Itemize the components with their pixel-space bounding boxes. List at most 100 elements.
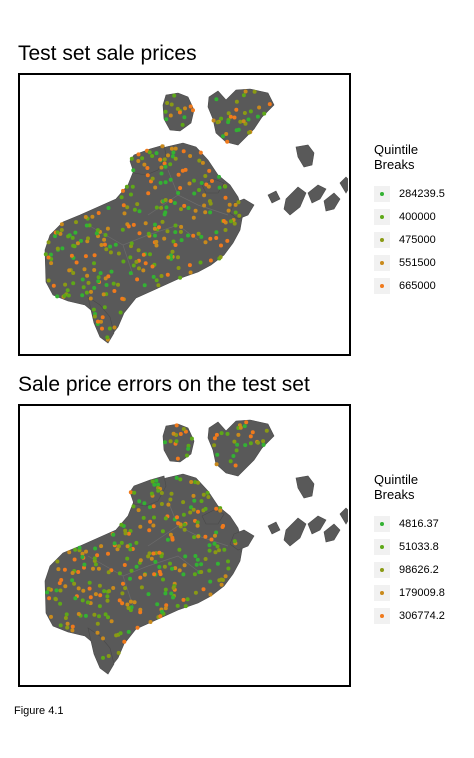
property-point (112, 325, 117, 330)
property-point (175, 515, 179, 520)
map-panel-sale-prices (18, 73, 351, 356)
property-point (136, 508, 141, 513)
property-point (73, 230, 78, 235)
property-point (205, 490, 210, 495)
property-point (80, 293, 85, 298)
property-point (202, 193, 207, 198)
property-point (138, 524, 143, 529)
property-point (152, 226, 157, 231)
property-point (142, 283, 147, 288)
legend-dot-icon (380, 283, 384, 288)
property-point (76, 570, 81, 574)
property-point (82, 562, 87, 567)
property-point (129, 605, 134, 610)
property-point (234, 107, 239, 112)
property-point (93, 562, 98, 567)
property-point (222, 547, 227, 552)
property-point (168, 439, 173, 444)
legend-key (374, 538, 390, 555)
property-point (116, 544, 121, 549)
property-point (241, 119, 246, 124)
property-point (226, 566, 231, 571)
property-point (189, 436, 194, 441)
property-point (124, 184, 129, 189)
property-point (191, 108, 195, 113)
property-point (95, 621, 100, 626)
property-point (232, 115, 237, 120)
property-point (120, 227, 125, 232)
property-point (232, 539, 237, 544)
property-point (163, 587, 168, 592)
property-point (176, 266, 181, 270)
property-point (212, 541, 217, 546)
property-point (119, 522, 124, 527)
property-point (162, 564, 167, 569)
property-point (119, 540, 124, 545)
property-point (96, 279, 101, 284)
property-point (225, 139, 230, 144)
property-point (194, 562, 199, 567)
property-point (192, 535, 197, 540)
property-point (168, 162, 173, 167)
island (339, 507, 348, 525)
property-point (182, 563, 187, 568)
property-point (165, 229, 170, 234)
property-point (136, 159, 141, 163)
legend-dot-icon (380, 544, 384, 549)
map-title: Sale price errors on the test set (18, 373, 310, 396)
property-point (195, 520, 200, 525)
property-point (166, 255, 171, 260)
property-point (219, 116, 224, 121)
property-point (234, 448, 239, 453)
property-point (180, 122, 185, 127)
property-point (112, 541, 117, 546)
property-point (191, 215, 196, 220)
property-point (226, 208, 231, 213)
property-point (96, 566, 101, 571)
property-point (109, 619, 114, 624)
property-point (62, 567, 67, 572)
property-point (73, 596, 78, 601)
property-point (119, 195, 124, 200)
property-point (128, 599, 133, 604)
legend-item: 284239.5 (374, 182, 470, 205)
property-point (107, 589, 112, 594)
legend-title: Quintile Breaks (374, 472, 470, 502)
property-point (225, 431, 230, 436)
property-point (176, 172, 181, 177)
land-area (207, 419, 275, 477)
property-point (73, 547, 78, 552)
property-point (188, 510, 193, 515)
property-point (262, 111, 267, 116)
property-point (150, 264, 155, 269)
property-point (141, 268, 146, 273)
property-point (154, 243, 159, 248)
property-point (80, 551, 85, 556)
property-point (122, 639, 127, 644)
property-point (109, 269, 114, 274)
property-point (102, 589, 107, 594)
property-point (196, 534, 201, 539)
property-point (169, 591, 174, 596)
property-point (85, 600, 90, 605)
property-point (125, 602, 130, 607)
property-point (161, 577, 165, 582)
property-point (160, 219, 165, 224)
property-point (130, 184, 135, 189)
property-point (83, 254, 88, 259)
property-point (55, 246, 60, 251)
legend-errors: Quintile Breaks 4816.37 51033.8 98626.2 179… (374, 472, 470, 627)
property-point (182, 203, 187, 208)
property-point (103, 233, 108, 237)
property-point (217, 185, 222, 190)
legend-item: 4816.37 (374, 512, 470, 535)
property-point (186, 206, 191, 210)
property-point (95, 228, 100, 233)
property-point (79, 238, 83, 243)
legend-key (374, 607, 390, 624)
property-point (87, 580, 92, 585)
property-point (129, 156, 134, 161)
property-point (178, 432, 183, 436)
property-point (153, 185, 158, 190)
property-point (163, 180, 168, 185)
